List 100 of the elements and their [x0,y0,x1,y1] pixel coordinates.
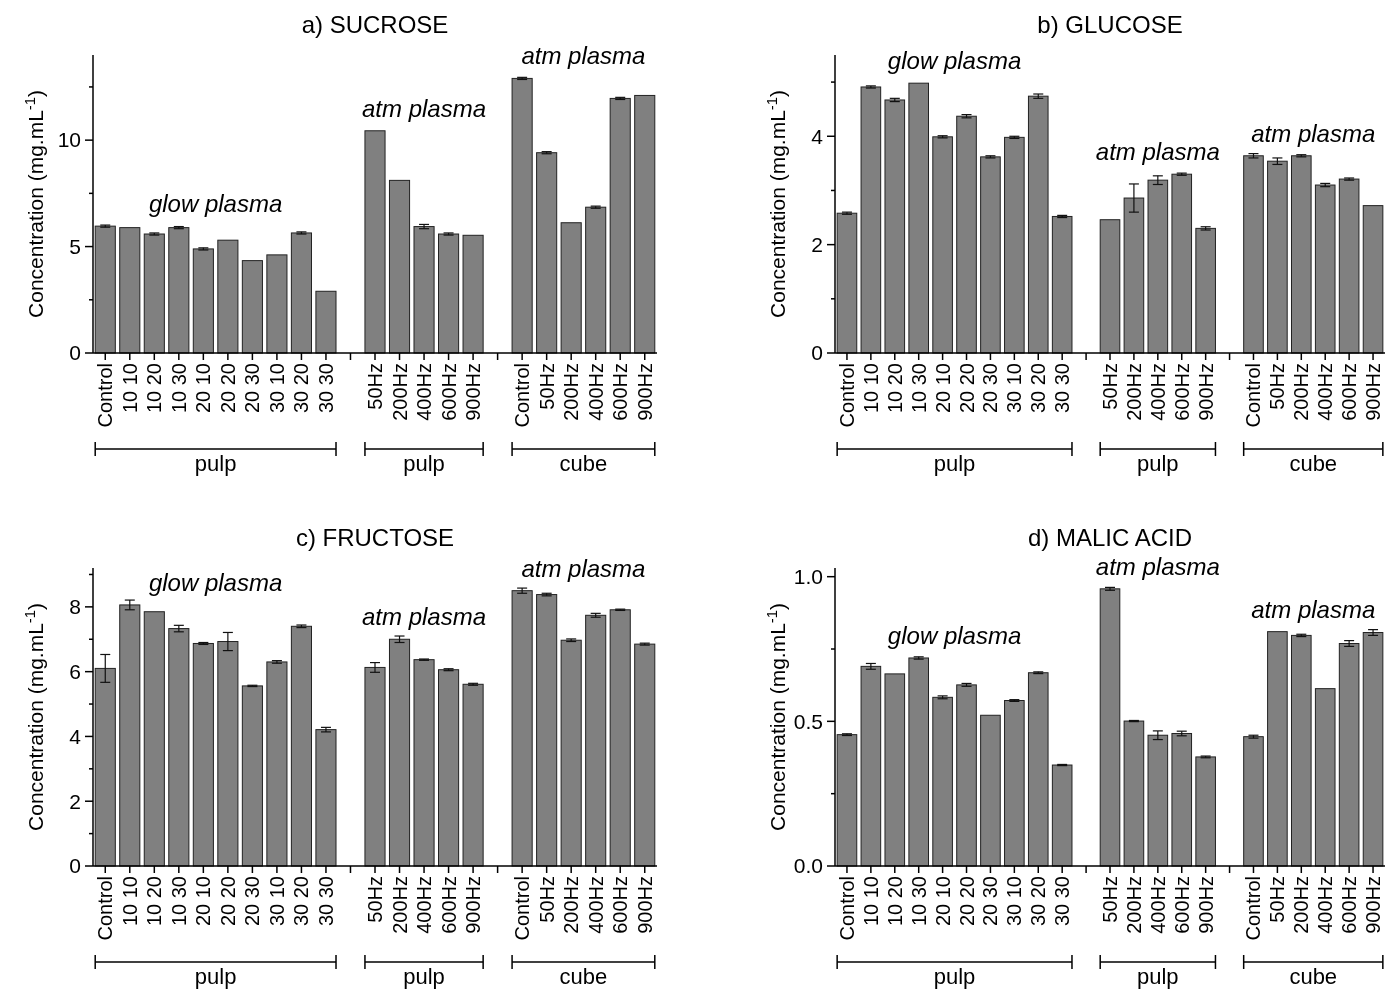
bar [364,130,386,354]
x-tick-label: 50Hz [1099,876,1121,923]
bar [1027,672,1049,867]
x-tick-label: 200Hz [1290,876,1313,934]
bar [1171,732,1193,867]
annotation: atm plasma [362,94,487,122]
bar [560,639,582,867]
bar [932,136,953,354]
bar [1314,184,1336,354]
bar [143,233,165,354]
x-tick-label: 20 20 [955,363,978,414]
x-tick-label: 600Hz [1338,363,1361,421]
x-tick-label: 900Hz [633,363,656,421]
x-tick-label: 30 20 [1027,876,1050,927]
x-tick-label: 400Hz [1146,876,1169,934]
x-tick-label: 30 30 [1051,363,1074,414]
annotation: atm plasma [362,603,487,631]
x-tick-label: 10 30 [167,363,190,414]
bar [1171,173,1193,354]
x-tick-label: 20 20 [955,876,978,927]
x-tick-label: 20 20 [216,363,239,414]
bar [241,685,263,867]
y-tick-label: 10 [57,128,81,152]
x-tick-label: 10 30 [907,876,930,927]
bar [1099,588,1121,867]
bar [1195,227,1216,354]
text: pulp [194,451,237,476]
bar [168,227,190,354]
y-tick-label: 6 [69,660,81,683]
x-tick-label: 600Hz [1338,876,1361,934]
x-tick-label: 10 10 [118,876,141,927]
x-tick-label: 200Hz [388,876,411,934]
bar [1147,179,1169,354]
bar [980,156,1001,354]
x-tick-label: 50Hz [364,876,386,923]
x-tick-label: 900Hz [633,876,656,934]
bar [932,696,953,867]
bar [536,594,558,867]
x-tick-label: 10 30 [167,876,190,927]
bar [364,666,386,867]
x-tick-label: 600Hz [609,363,632,421]
x-tick-label: 400Hz [413,363,436,421]
x-tick-label: 400Hz [1314,876,1337,934]
y-tick-label: 2 [811,232,823,256]
bar [511,77,533,354]
bar [634,643,656,867]
x-tick-label: 400Hz [584,876,607,934]
x-tick-label: Control [1242,876,1265,941]
bar [1195,756,1216,867]
text: pulp [933,451,976,476]
bar [836,212,858,354]
text: cube [559,451,608,476]
bar [1267,160,1288,354]
x-tick-label: 900Hz [1194,363,1217,421]
bar [634,94,656,354]
bar [560,222,582,354]
bar [1243,736,1264,867]
chart-title: b) GLUCOSE [1037,11,1183,38]
bar [413,659,435,867]
x-tick-label: 200Hz [388,363,411,421]
x-tick-label: 30 20 [290,363,313,414]
annotation: atm plasma [521,42,646,70]
x-tick-label: 30 10 [265,363,288,414]
x-tick-label: 10 10 [859,363,882,414]
text: pulp [403,451,445,476]
y-tick-label: 0.5 [793,709,823,733]
bar [315,290,337,354]
text: cube [1289,964,1338,989]
bar [1338,643,1360,867]
x-tick-label: Control [511,363,534,428]
x-tick-label: 20 10 [931,876,954,927]
x-tick-label: 30 10 [1003,876,1026,927]
bar [315,729,337,867]
bar [388,179,411,354]
x-tick-label: 900Hz [1362,876,1385,934]
annotation: atm plasma [521,554,646,582]
x-tick-label: 30 30 [1051,876,1074,927]
bar [217,239,239,354]
annotation: atm plasma [1095,138,1220,166]
bar [1314,688,1336,867]
text: pulp [933,964,976,989]
x-tick-label: 20 20 [216,876,239,927]
y-tick-label: 4 [811,124,824,148]
bar [536,152,558,354]
bar [438,233,460,354]
x-tick-label: 30 20 [1027,363,1050,414]
x-tick-label: 50Hz [1266,876,1289,923]
bar [1051,764,1073,867]
bar [980,714,1001,867]
annotation: atm plasma [1095,552,1220,580]
bar [388,638,411,867]
bar [462,234,484,354]
x-tick-label: 20 30 [241,363,264,414]
bar [1338,178,1360,354]
bar [860,86,882,354]
bar [1243,155,1264,354]
x-tick-label: 30 20 [290,876,313,927]
bar [241,260,263,354]
text: pulp [403,964,445,989]
text: cube [559,964,608,989]
